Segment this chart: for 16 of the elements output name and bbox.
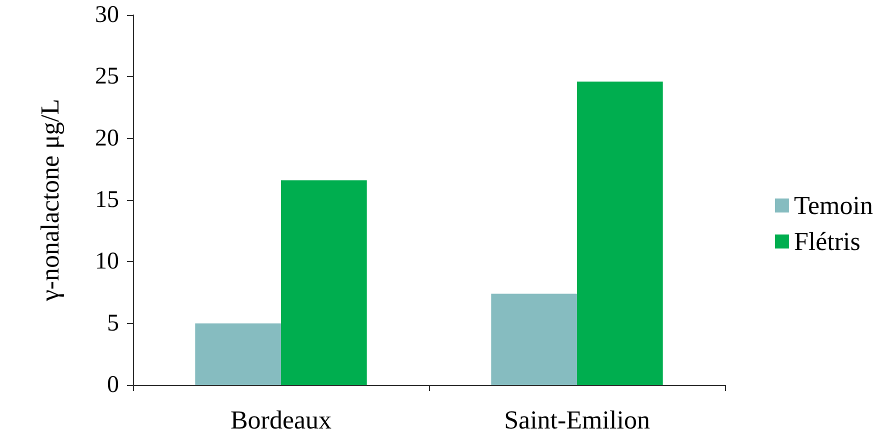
- bar: [281, 180, 367, 385]
- y-axis-title: γ-nonalactone μg/L: [36, 98, 64, 302]
- y-tick-label: 10: [95, 248, 119, 275]
- legend-label: Flétris: [794, 227, 860, 256]
- y-tick-label: 20: [95, 125, 119, 152]
- bar: [195, 323, 281, 385]
- y-tick-label: 0: [107, 372, 119, 398]
- bar: [491, 294, 577, 385]
- y-tick-label: 5: [107, 310, 119, 336]
- y-tick-label: 30: [95, 2, 119, 28]
- legend-label: Temoin: [794, 191, 874, 220]
- bar: [577, 82, 663, 385]
- x-tick-label: Saint-Emilion: [504, 406, 650, 434]
- y-tick-label: 25: [95, 64, 119, 90]
- x-tick-label: Bordeaux: [230, 406, 332, 434]
- y-tick-label: 15: [95, 187, 119, 213]
